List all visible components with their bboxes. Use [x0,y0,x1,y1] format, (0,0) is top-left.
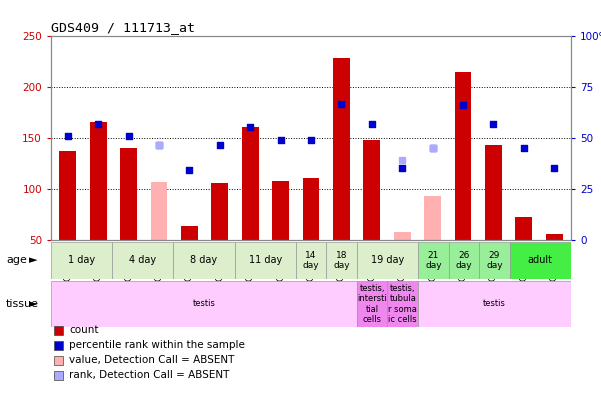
Point [367,121,377,128]
Bar [546,234,563,240]
Point [428,145,438,151]
Text: 26
day: 26 day [456,251,472,270]
Bar [516,217,532,240]
Bar [448,242,479,279]
Point [185,167,194,173]
Text: 8 day: 8 day [191,255,218,265]
Point [428,145,438,151]
Text: 11 day: 11 day [249,255,282,265]
Text: 14
day: 14 day [303,251,319,270]
Bar [151,183,167,240]
Text: testis: testis [192,299,215,308]
Bar [364,140,380,240]
Text: 18
day: 18 day [334,251,350,270]
Text: adult: adult [528,255,553,265]
Text: testis,
tubula
r soma
ic cells: testis, tubula r soma ic cells [388,284,417,324]
Bar [394,232,410,240]
Bar [479,242,510,279]
Point [215,142,225,148]
Text: value, Detection Call = ABSENT: value, Detection Call = ABSENT [69,355,234,366]
Point [306,137,316,143]
Text: 4 day: 4 day [129,255,156,265]
Text: rank, Detection Call = ABSENT: rank, Detection Call = ABSENT [69,370,230,381]
Bar [326,242,357,279]
Bar [90,122,106,240]
Text: testis,
intersti
tial
cells: testis, intersti tial cells [358,284,387,324]
Text: 19 day: 19 day [371,255,404,265]
Bar [357,281,388,327]
Text: count: count [69,325,99,335]
Text: GDS409 / 111713_at: GDS409 / 111713_at [51,21,195,34]
Point [154,142,164,148]
Point [276,137,285,143]
Bar [303,178,319,240]
Bar [424,196,441,240]
Text: tissue: tissue [6,299,39,309]
Bar [51,242,112,279]
Bar [418,242,448,279]
Text: 1 day: 1 day [68,255,95,265]
Bar [418,281,571,327]
Bar [120,148,137,240]
Bar [485,145,502,240]
Point [549,165,559,171]
Point [458,102,468,108]
Text: percentile rank within the sample: percentile rank within the sample [69,340,245,350]
Point [489,121,498,128]
Bar [333,58,350,240]
Bar [212,183,228,240]
Bar [174,242,234,279]
Point [63,132,73,139]
Point [337,101,346,107]
Bar [455,72,471,240]
Point [124,132,133,139]
Bar [388,281,418,327]
Point [93,121,103,128]
Point [397,165,407,171]
Text: testis: testis [483,299,506,308]
Point [397,157,407,163]
Point [519,145,529,151]
Text: 21
day: 21 day [425,251,442,270]
Bar [112,242,174,279]
Text: age: age [6,255,27,265]
Bar [51,281,357,327]
Bar [357,242,418,279]
Text: 29
day: 29 day [486,251,503,270]
Bar [242,128,258,240]
Text: ►: ► [29,255,37,265]
Bar [272,181,289,240]
Bar [296,242,326,279]
Bar [234,242,296,279]
Bar [181,227,198,240]
Bar [59,151,76,240]
Bar [510,242,571,279]
Text: ►: ► [29,299,37,309]
Point [154,142,164,148]
Point [245,124,255,131]
